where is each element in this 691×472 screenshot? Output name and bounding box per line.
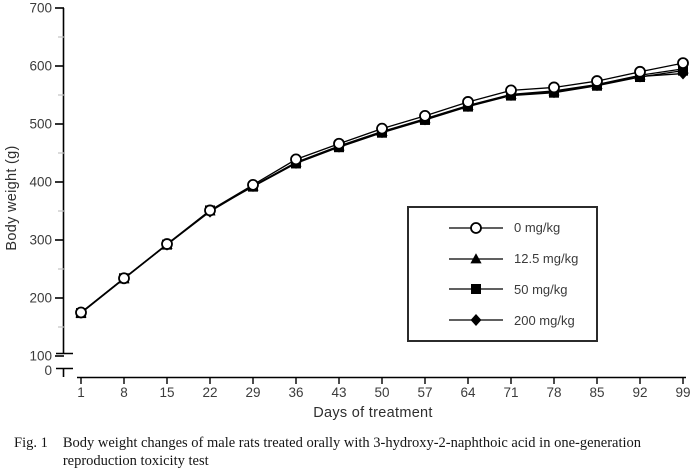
svg-text:100: 100 (29, 349, 52, 364)
svg-text:71: 71 (503, 385, 518, 400)
svg-text:85: 85 (589, 385, 604, 400)
figure-caption: Fig. 1 Body weight changes of male rats … (14, 435, 675, 470)
svg-text:1: 1 (77, 385, 85, 400)
svg-text:8: 8 (120, 385, 128, 400)
svg-text:57: 57 (417, 385, 432, 400)
svg-text:15: 15 (159, 385, 174, 400)
svg-text:43: 43 (331, 385, 346, 400)
svg-text:0: 0 (44, 363, 52, 378)
chart-legend: 0 mg/kg 12.5 mg/kg 50 mg/kg 200 mg/kg (407, 206, 598, 342)
legend-label: 12.5 mg/kg (514, 251, 579, 267)
legend-entry-50mgkg: 50 mg/kg (448, 276, 596, 302)
svg-text:99: 99 (675, 385, 690, 400)
filled-square-marker-icon (449, 284, 503, 295)
svg-text:50: 50 (374, 385, 389, 400)
series-0-mg-kg (75, 57, 689, 319)
svg-text:92: 92 (632, 385, 647, 400)
svg-text:78: 78 (546, 385, 561, 400)
svg-text:400: 400 (29, 175, 52, 190)
x-axis-title: Days of treatment (313, 405, 433, 421)
x-axis: 1 8 15 22 29 36 43 50 57 64 71 78 85 92 99 (77, 376, 691, 400)
svg-text:600: 600 (29, 59, 52, 74)
y-axis: 100 200 300 400 500 600 700 0 (29, 1, 73, 378)
svg-text:200: 200 (29, 291, 52, 306)
filled-triangle-marker-icon (449, 252, 503, 263)
svg-text:300: 300 (29, 233, 52, 248)
legend-entry-12-5mgkg: 12.5 mg/kg (448, 246, 596, 272)
legend-label: 0 mg/kg (514, 220, 561, 236)
svg-text:36: 36 (288, 385, 303, 400)
legend-entry-200mgkg: 200 mg/kg (448, 307, 596, 333)
svg-text:700: 700 (29, 1, 52, 16)
legend-label: 200 mg/kg (514, 312, 575, 328)
open-circle-marker-icon (449, 221, 503, 234)
figure-caption-number: Fig. 1 (14, 435, 48, 451)
figure-caption-text: Body weight changes of male rats treated… (62, 435, 642, 469)
svg-text:22: 22 (202, 385, 217, 400)
svg-text:29: 29 (245, 385, 260, 400)
svg-text:500: 500 (29, 117, 52, 132)
legend-label: 50 mg/kg (514, 281, 568, 297)
svg-text:64: 64 (460, 385, 476, 400)
legend-entry-0mgkg: 0 mg/kg (448, 215, 596, 241)
filled-diamond-marker-icon (449, 314, 503, 327)
body-weight-line-chart: 100 200 300 400 500 600 700 0 1 8 15 22 29 36 43 50 57 64… (29, 1, 691, 401)
